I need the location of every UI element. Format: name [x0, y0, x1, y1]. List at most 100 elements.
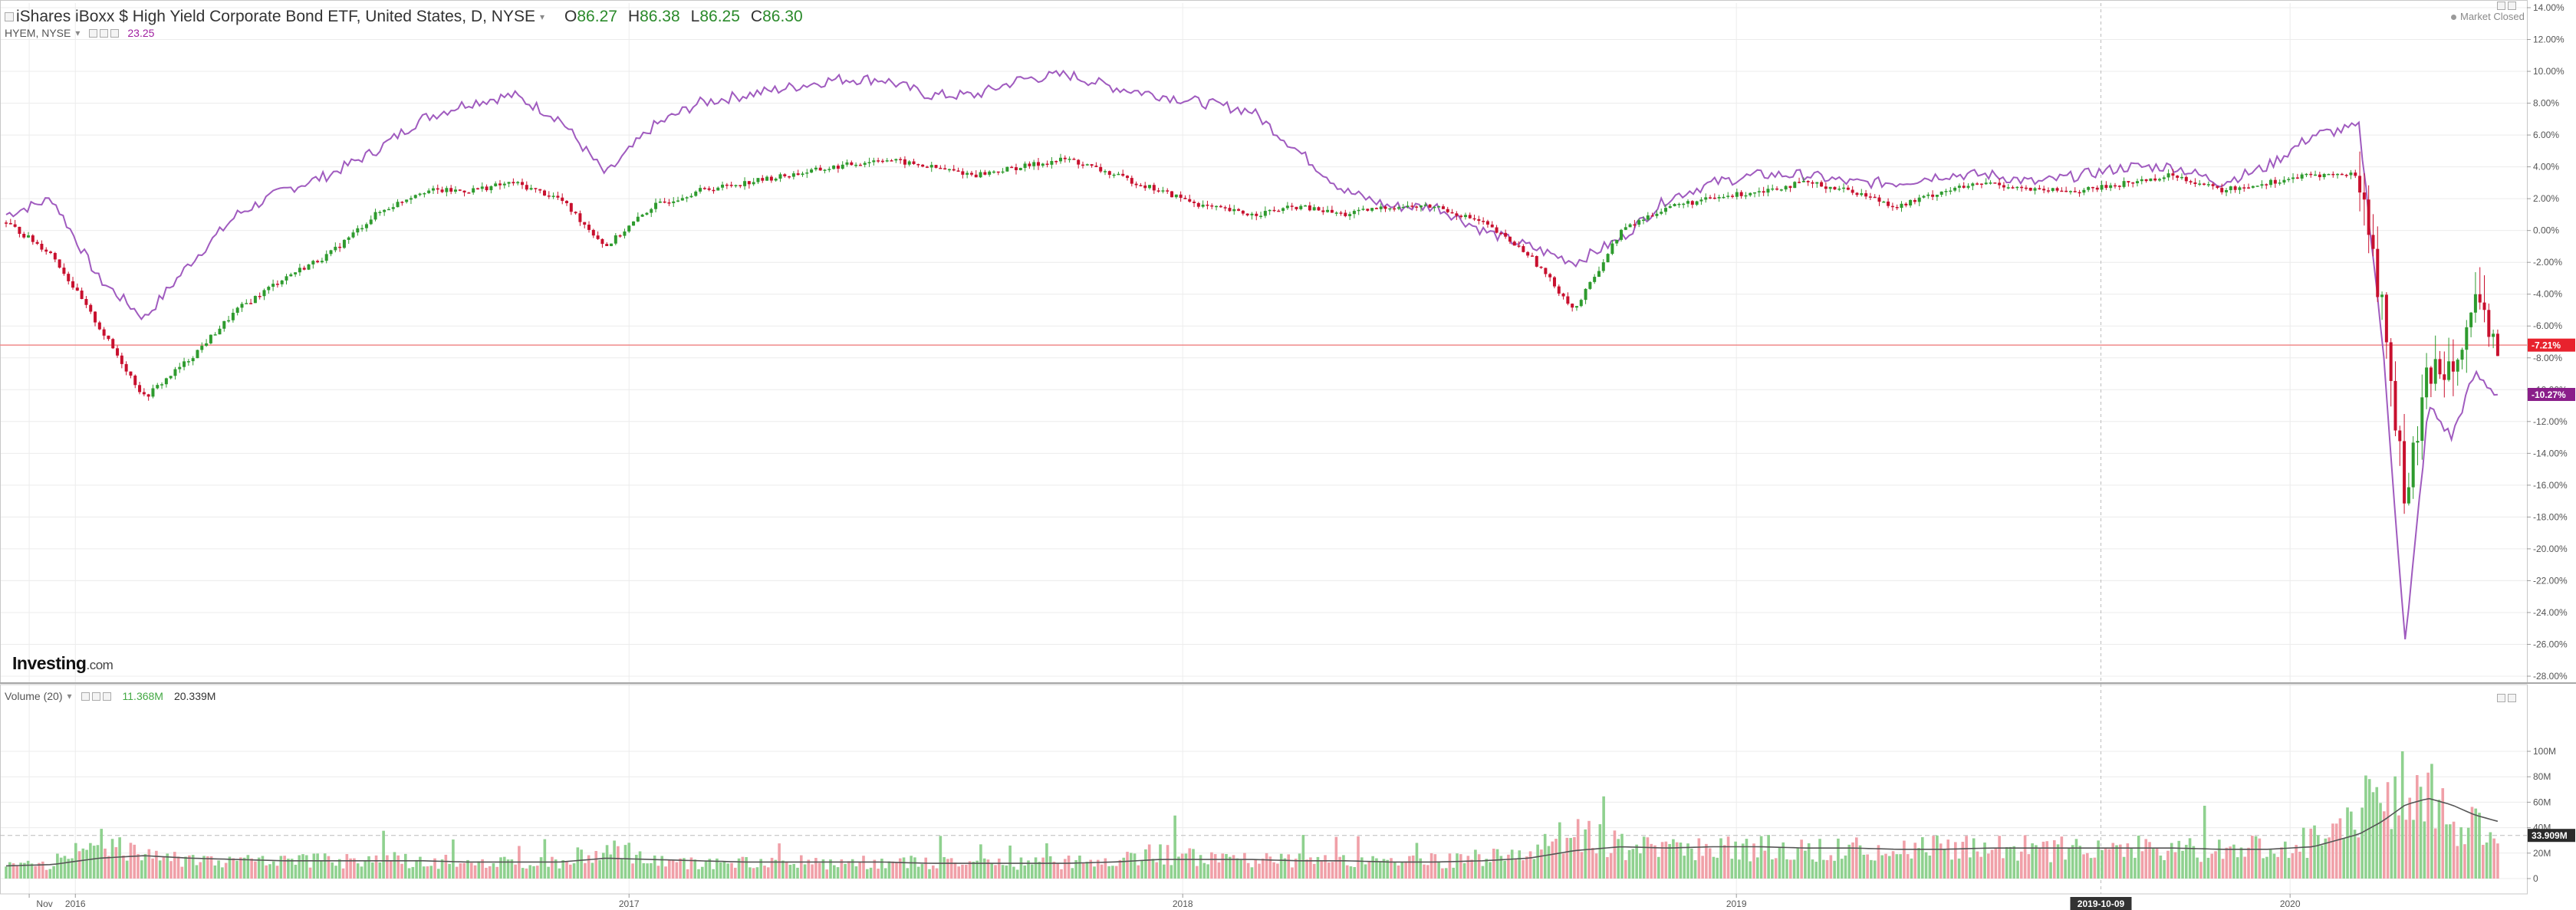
volume-bar [327, 856, 331, 879]
hyg-candle-body [2216, 186, 2219, 189]
volume-bar [1653, 845, 1656, 879]
volume-bar [953, 862, 957, 879]
hyg-candle-body [1846, 187, 1850, 190]
hyg-candle-body [1922, 195, 1926, 198]
settings-icon[interactable] [100, 28, 109, 38]
chevron-down-icon[interactable]: ▾ [540, 11, 545, 22]
volume-bar [2181, 850, 2184, 879]
hyg-candle-body [2060, 190, 2064, 192]
ohlc-open-label: O [564, 8, 577, 25]
volume-bar [895, 862, 898, 879]
time-x-axis[interactable]: Nov 2016 2017 2018 2019 2020 [28, 894, 2301, 909]
collapse-icon[interactable] [5, 12, 14, 21]
volume-bar [1276, 863, 1279, 879]
volume-bar [1866, 854, 1869, 879]
volume-bar [455, 866, 459, 879]
volume-bar [1840, 859, 1844, 879]
volume-bar [1910, 858, 1913, 879]
volume-bar [679, 858, 682, 879]
hyg-candle-body [2487, 310, 2491, 337]
chevron-down-icon[interactable]: ▾ [75, 28, 81, 38]
hyg-candle-body [2309, 173, 2313, 176]
hyg-candle-body [289, 274, 293, 277]
volume-bar [1554, 839, 1558, 879]
hyg-candle-body [262, 290, 266, 297]
eye-icon[interactable] [89, 28, 98, 38]
hyg-candle-body [1637, 220, 1641, 225]
volume-bar [341, 868, 345, 879]
eye-icon[interactable] [81, 692, 90, 701]
volume-bar [594, 850, 598, 879]
chevron-down-icon[interactable]: ▾ [67, 691, 72, 701]
y-tick-label: -20.00% [2533, 544, 2568, 554]
volume-bar [1250, 867, 1254, 879]
hyg-candle-body [1686, 201, 1690, 204]
hyg-candle-body [1495, 227, 1499, 233]
volume-bar [1133, 853, 1137, 879]
volume-bar [1972, 838, 1976, 879]
hyg-candle-body [1530, 255, 1534, 257]
volume-bar [26, 860, 30, 879]
hyg-candle-body [1949, 190, 1953, 192]
volume-bar [1543, 833, 1547, 879]
hyg-candle-body [1366, 209, 1370, 211]
volume-bar [1492, 849, 1495, 879]
hyg-candle-body [1806, 181, 1810, 182]
panel-maximize-icon[interactable] [2497, 694, 2505, 702]
volume-bar [34, 866, 38, 879]
hyg-candle-body [596, 235, 600, 239]
volume-bar [1210, 852, 1213, 879]
volume-bar [221, 867, 224, 879]
price-y-axis[interactable]: 14.00% 12.00% 10.00% 8.00% 6.00% 4.00% 2.00% 0.… [2527, 2, 2568, 682]
volume-bar [1008, 845, 1012, 879]
hyg-candle-body [1784, 186, 1788, 190]
volume-bar [125, 860, 129, 879]
volume-bar [1495, 849, 1499, 879]
hyg-candle-body [2269, 179, 2273, 186]
hyg-candle-body [169, 376, 173, 379]
volume-bar [675, 862, 679, 879]
volume-bar [1983, 842, 1986, 879]
hyg-candle-body [1837, 189, 1841, 190]
hyg-price-tag-bg [2528, 338, 2575, 352]
volume-bar [854, 866, 858, 879]
hyg-candle-body [1148, 185, 1152, 189]
hyg-candle-body [961, 171, 965, 175]
panel-maximize-icon[interactable] [2497, 2, 2505, 10]
hyg-candle-body [512, 182, 515, 184]
hyg-candle-body [498, 183, 502, 186]
volume-bar [972, 862, 975, 879]
volume-bar [2258, 838, 2262, 879]
volume-bar [1228, 856, 1232, 879]
panel-close-icon[interactable] [2508, 694, 2516, 702]
y-tick-label: 0 [2533, 873, 2538, 884]
volume-bar [1954, 842, 1957, 879]
volume-bar [1294, 859, 1298, 879]
volume-bar [1818, 839, 1821, 879]
close-icon[interactable] [110, 28, 120, 38]
volume-bar [1887, 856, 1891, 879]
panel-close-icon[interactable] [2508, 2, 2516, 10]
volume-bar [1400, 862, 1404, 879]
y-tick-label: 20M [2533, 848, 2551, 859]
volume-bar [1807, 843, 1811, 879]
hyg-candle-body [721, 184, 725, 188]
hyg-candle-body [2314, 174, 2318, 176]
volume-bar [1873, 860, 1877, 879]
hyg-candle-body [431, 188, 435, 191]
close-icon[interactable] [102, 692, 111, 701]
hyg-candle-body [1762, 191, 1765, 193]
hyg-candle-body [253, 296, 257, 304]
settings-icon[interactable] [91, 692, 100, 701]
volume-bar [704, 860, 708, 879]
hyg-candle-body [1277, 210, 1281, 212]
volume-bar [188, 855, 191, 879]
y-tick-label: -12.00% [2533, 416, 2568, 427]
volume-bar [1301, 835, 1305, 879]
volume-bar [844, 863, 847, 879]
compare-legend: HYEM, NYSE ▾ 23.25 [5, 27, 154, 39]
volume-bar [1327, 862, 1331, 879]
volume-bar [865, 869, 869, 879]
